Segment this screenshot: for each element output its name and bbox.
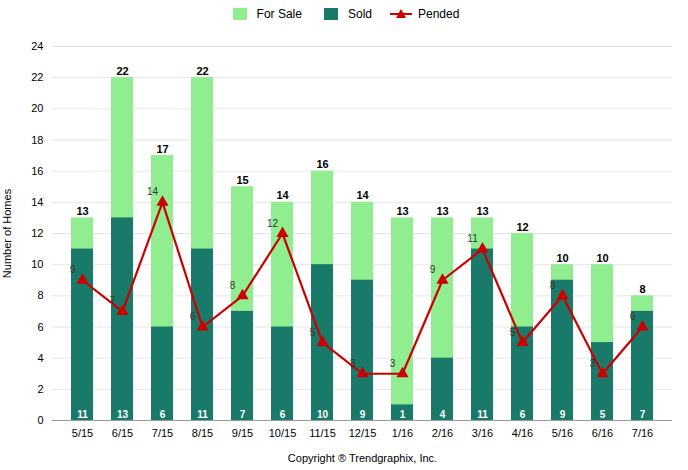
svg-text:2/16: 2/16 [432,427,453,439]
svg-text:11: 11 [197,409,208,420]
svg-text:8: 8 [550,280,556,291]
svg-text:9: 9 [360,409,366,420]
svg-text:13: 13 [436,205,448,217]
svg-text:22: 22 [196,65,208,77]
svg-text:14: 14 [147,186,159,197]
svg-text:11: 11 [77,409,88,420]
svg-text:16: 16 [316,158,328,170]
svg-text:20: 20 [31,102,43,114]
svg-text:6: 6 [37,321,43,333]
svg-text:1: 1 [400,409,406,420]
svg-text:6/15: 6/15 [112,427,133,439]
svg-text:14: 14 [276,189,289,201]
html-text:Sold: Sold [348,7,372,21]
svg-text:6: 6 [630,311,636,322]
svg-text:9: 9 [70,264,76,275]
svg-text:12/15: 12/15 [349,427,377,439]
svg-text:13: 13 [476,205,488,217]
svg-text:6: 6 [280,409,286,420]
svg-text:6: 6 [190,311,196,322]
svg-text:6: 6 [520,409,526,420]
svg-text:9/15: 9/15 [232,427,253,439]
svg-text:5/15: 5/15 [72,427,93,439]
svg-text:14: 14 [356,189,369,201]
svg-text:22: 22 [31,71,43,83]
svg-text:12: 12 [31,227,43,239]
svg-text:5/16: 5/16 [552,427,573,439]
svg-text:15: 15 [236,174,248,186]
svg-text:4/16: 4/16 [512,427,533,439]
svg-text:1/16: 1/16 [392,427,413,439]
svg-text:3: 3 [390,358,396,369]
svg-text:10: 10 [556,252,568,264]
svg-text:7: 7 [110,295,116,306]
svg-text:5: 5 [600,409,606,420]
svg-text:Number of Homes: Number of Homes [1,188,13,278]
svg-text:13: 13 [117,409,129,420]
svg-text:13: 13 [76,205,88,217]
svg-text:3: 3 [590,358,596,369]
svg-text:4: 4 [440,409,446,420]
html-text:Pended: Pended [418,7,460,21]
svg-text:7/15: 7/15 [152,427,173,439]
svg-text:5: 5 [310,327,316,338]
svg-text:8: 8 [639,283,645,295]
svg-text:10: 10 [317,409,329,420]
svg-text:18: 18 [31,134,43,146]
svg-text:11: 11 [477,409,488,420]
svg-text:10: 10 [596,252,608,264]
svg-text:8: 8 [37,289,43,301]
svg-text:17: 17 [156,143,168,155]
svg-text:8: 8 [230,280,236,291]
svg-text:24: 24 [31,40,43,52]
svg-text:0: 0 [37,414,43,426]
svg-text:10: 10 [31,258,43,270]
svg-text:12: 12 [267,218,279,229]
svg-text:5: 5 [510,327,516,338]
svg-text:16: 16 [31,165,43,177]
svg-text:14: 14 [31,196,43,208]
svg-text:6: 6 [160,409,166,420]
svg-text:Copyright ® Trendgraphix, Inc.: Copyright ® Trendgraphix, Inc. [288,452,437,464]
svg-text:4: 4 [37,352,43,364]
svg-text:13: 13 [396,205,408,217]
svg-text:3: 3 [350,358,356,369]
svg-text:12: 12 [516,221,528,233]
svg-text:7/16: 7/16 [632,427,653,439]
svg-text:22: 22 [116,65,128,77]
svg-text:2: 2 [37,383,43,395]
svg-text:10/15: 10/15 [269,427,297,439]
svg-text:11: 11 [467,233,478,244]
svg-text:6/16: 6/16 [592,427,613,439]
svg-text:8/15: 8/15 [192,427,213,439]
svg-text:11/15: 11/15 [309,427,336,439]
svg-text:9: 9 [430,264,436,275]
svg-text:9: 9 [560,409,566,420]
svg-text:3/16: 3/16 [472,427,493,439]
html-text:For Sale: For Sale [256,7,302,21]
svg-text:7: 7 [240,409,246,420]
svg-text:7: 7 [640,409,646,420]
